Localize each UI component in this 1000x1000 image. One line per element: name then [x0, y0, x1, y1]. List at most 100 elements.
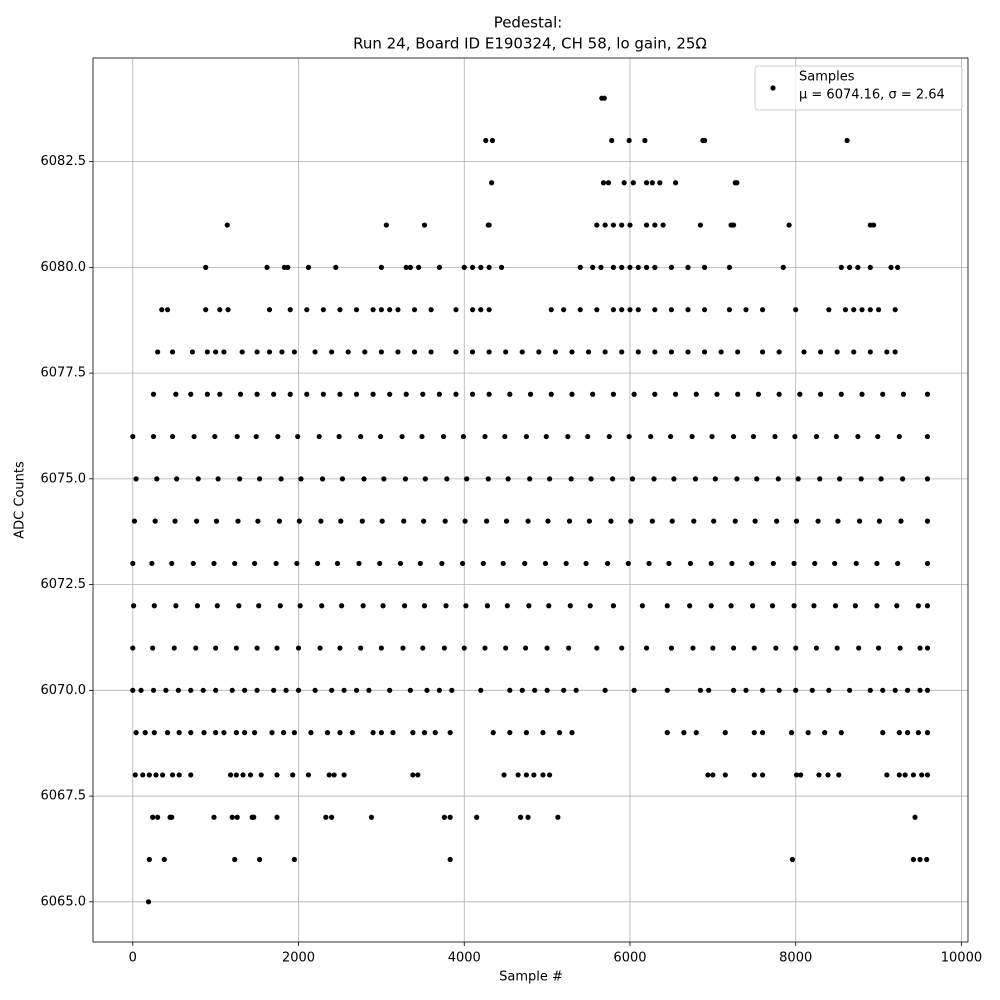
point	[407, 264, 413, 270]
point	[461, 645, 467, 651]
point	[269, 730, 275, 736]
point	[667, 433, 674, 440]
point	[526, 603, 532, 609]
point	[730, 687, 737, 693]
point	[213, 349, 219, 355]
point	[567, 603, 573, 609]
point	[421, 603, 428, 609]
point	[822, 730, 828, 736]
point	[462, 518, 468, 524]
point	[345, 349, 351, 355]
point	[486, 349, 492, 355]
point	[480, 560, 486, 567]
point	[643, 222, 650, 228]
point	[447, 856, 453, 863]
point	[233, 645, 239, 651]
point	[130, 645, 136, 651]
point	[693, 730, 699, 736]
point	[752, 518, 758, 524]
point	[681, 730, 687, 736]
point	[924, 687, 931, 693]
point	[247, 772, 254, 778]
point	[291, 730, 297, 736]
point	[710, 772, 716, 778]
point	[793, 307, 799, 313]
point	[851, 307, 857, 313]
point	[548, 391, 554, 397]
point	[851, 349, 857, 355]
point	[488, 180, 495, 186]
point	[254, 687, 260, 693]
point	[334, 560, 341, 567]
point	[169, 433, 176, 440]
point	[215, 476, 221, 482]
point	[846, 687, 853, 693]
point	[478, 687, 484, 693]
point	[552, 349, 559, 355]
point	[341, 687, 347, 693]
point	[566, 645, 572, 651]
point	[837, 476, 843, 482]
point	[255, 518, 261, 524]
point	[411, 349, 418, 355]
point	[875, 307, 882, 313]
point	[917, 687, 923, 693]
point	[235, 518, 241, 524]
point	[631, 391, 637, 397]
point	[254, 645, 260, 651]
point	[442, 518, 448, 524]
point	[169, 814, 175, 820]
point	[323, 814, 329, 820]
point	[548, 307, 554, 313]
point	[664, 603, 670, 609]
point	[705, 772, 711, 778]
point	[298, 476, 304, 482]
point	[420, 391, 426, 397]
point	[133, 730, 139, 736]
point	[924, 645, 931, 651]
point	[359, 518, 365, 524]
point	[130, 687, 136, 693]
point	[627, 307, 633, 313]
x-tick-label: 8000	[779, 951, 812, 966]
point	[601, 95, 607, 101]
point	[547, 772, 553, 778]
point	[234, 814, 240, 820]
point	[924, 730, 931, 736]
chart-subtitle: Run 24, Board ID E190324, CH 58, lo gain…	[353, 35, 707, 53]
point	[305, 264, 312, 270]
point	[169, 560, 175, 567]
point	[296, 518, 302, 524]
point	[337, 730, 343, 736]
point	[410, 730, 416, 736]
point	[602, 349, 608, 355]
point	[775, 476, 781, 482]
point	[876, 518, 883, 524]
point	[291, 349, 297, 355]
point	[643, 264, 650, 270]
point	[387, 307, 393, 313]
point	[150, 814, 156, 820]
point	[594, 222, 600, 228]
point	[569, 730, 575, 736]
points	[130, 95, 931, 905]
point	[353, 687, 360, 693]
point	[774, 518, 780, 524]
point	[378, 307, 384, 313]
point	[689, 433, 695, 440]
point	[894, 603, 900, 609]
point	[772, 433, 778, 440]
point	[867, 307, 873, 313]
point	[378, 264, 384, 270]
y-tick-label: 6065.0	[41, 894, 87, 909]
point	[464, 476, 470, 482]
point	[443, 603, 449, 609]
point	[625, 560, 631, 567]
point	[486, 307, 492, 313]
point	[463, 603, 469, 609]
point	[140, 772, 146, 778]
point	[691, 518, 697, 524]
point	[486, 264, 492, 270]
point	[400, 645, 406, 651]
point	[507, 391, 513, 397]
